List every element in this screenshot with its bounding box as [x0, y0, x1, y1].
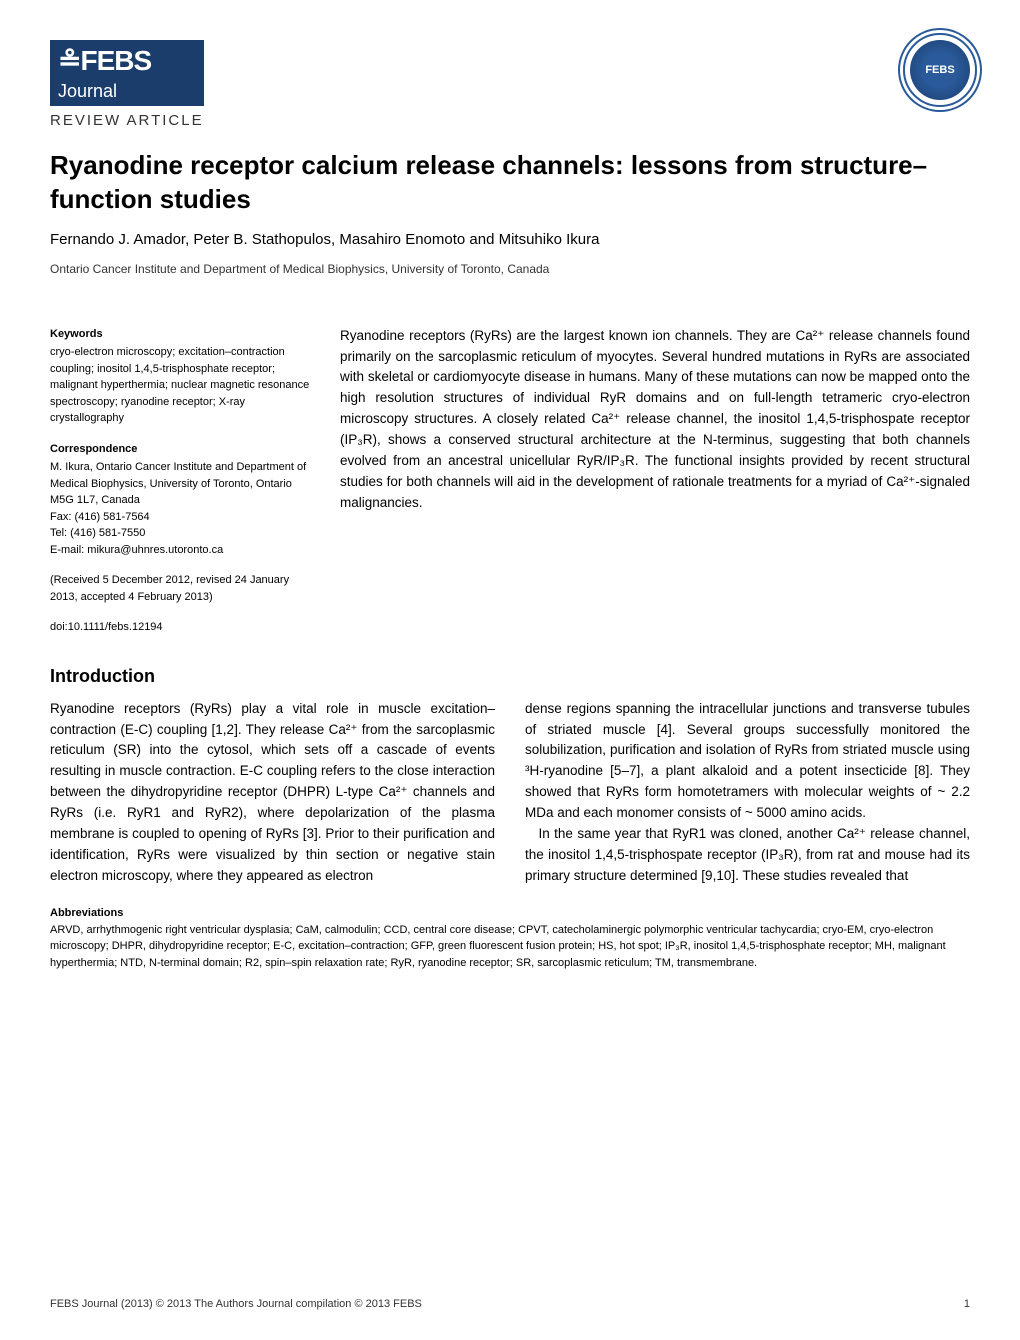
correspondence-heading: Correspondence — [50, 441, 310, 458]
doi: doi:10.1111/febs.12194 — [50, 619, 310, 636]
intro-right-column: dense regions spanning the intracellular… — [525, 699, 970, 887]
febs-badge-icon: FEBS — [910, 40, 970, 100]
footer-copyright: FEBS Journal (2013) © 2013 The Authors J… — [50, 1298, 422, 1310]
article-type: REVIEW ARTICLE — [50, 112, 204, 129]
logo-bottom: Journal — [50, 81, 204, 106]
abbreviations-heading: Abbreviations — [50, 907, 970, 919]
logo-top: ≗FEBS — [50, 40, 204, 81]
intro-left-column: Ryanodine receptors (RyRs) play a vital … — [50, 699, 495, 887]
sidebar-metadata: Keywords cryo-electron microscopy; excit… — [50, 326, 310, 636]
fax: Fax: (416) 581-7564 — [50, 509, 310, 526]
received-dates: (Received 5 December 2012, revised 24 Ja… — [50, 572, 310, 605]
article-title: Ryanodine receptor calcium release chann… — [50, 149, 970, 217]
correspondence-text: M. Ikura, Ontario Cancer Institute and D… — [50, 459, 310, 509]
journal-logo: ≗FEBS Journal REVIEW ARTICLE — [50, 40, 204, 129]
page-number: 1 — [964, 1298, 970, 1310]
intro-right-p1: dense regions spanning the intracellular… — [525, 699, 970, 825]
header: ≗FEBS Journal REVIEW ARTICLE FEBS — [50, 40, 970, 129]
intro-right-p2: In the same year that RyR1 was cloned, a… — [525, 824, 970, 887]
introduction-heading: Introduction — [50, 666, 970, 687]
affiliation: Ontario Cancer Institute and Department … — [50, 262, 970, 276]
badge-text: FEBS — [925, 64, 954, 76]
keywords-text: cryo-electron microscopy; excitation–con… — [50, 344, 310, 427]
metadata-abstract-row: Keywords cryo-electron microscopy; excit… — [50, 326, 970, 636]
tel: Tel: (416) 581-7550 — [50, 525, 310, 542]
abstract: Ryanodine receptors (RyRs) are the large… — [340, 326, 970, 636]
page-footer: FEBS Journal (2013) © 2013 The Authors J… — [50, 1298, 970, 1310]
abbreviations-text: ARVD, arrhythmogenic right ventricular d… — [50, 922, 970, 972]
keywords-heading: Keywords — [50, 326, 310, 343]
email: E-mail: mikura@uhnres.utoronto.ca — [50, 542, 310, 559]
authors: Fernando J. Amador, Peter B. Stathopulos… — [50, 231, 970, 248]
introduction-columns: Ryanodine receptors (RyRs) play a vital … — [50, 699, 970, 887]
